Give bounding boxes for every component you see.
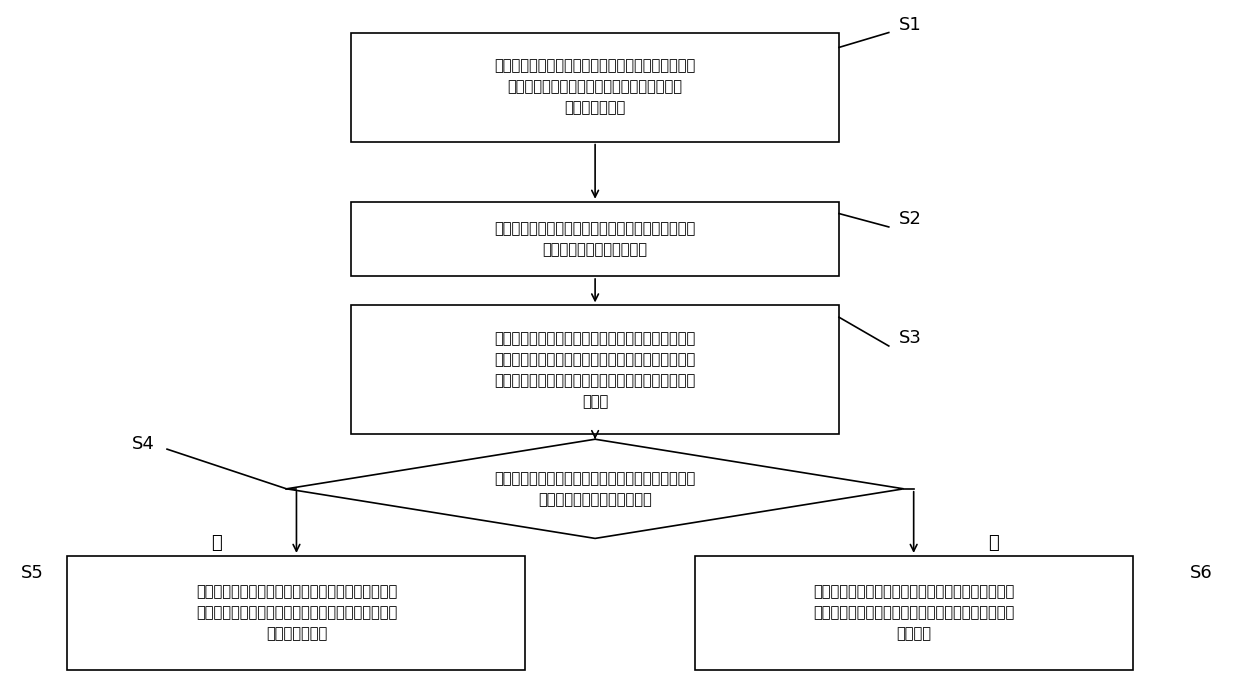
Text: S5: S5 — [21, 564, 43, 582]
Text: S1: S1 — [898, 16, 922, 34]
Text: 在站点上客结束后确定公交车的当前载客率，并判断
当前载客率是否大于设定阈值: 在站点上客结束后确定公交车的当前载客率，并判断 当前载客率是否大于设定阈值 — [494, 471, 696, 507]
Text: S3: S3 — [898, 329, 922, 347]
Text: 采用油耗最优的轨迹优化策略并结合确定的车速引导
策略建立轨迹优化模型，并求解模型得到各子区间的
优化轨迹: 采用油耗最优的轨迹优化策略并结合确定的车速引导 策略建立轨迹优化模型，并求解模型… — [813, 584, 1015, 641]
Text: 否: 否 — [987, 535, 999, 552]
Polygon shape — [286, 439, 903, 539]
Text: S6: S6 — [1189, 564, 1212, 582]
Text: S2: S2 — [898, 210, 922, 228]
Bar — [351, 32, 839, 142]
Bar — [67, 556, 525, 670]
Text: 采用考虑乘客舒适度的轨迹优化策略并结合确定的车
速引导策略建立轨迹优化模型，并求解模型得到各子
区间的优化轨迹: 采用考虑乘客舒适度的轨迹优化策略并结合确定的车 速引导策略建立轨迹优化模型，并求… — [196, 584, 396, 641]
Text: 获取待优化公交途经交叉口信息，包括交叉口位置及
交叉口交通信号灯配时信息: 获取待优化公交途经交叉口信息，包括交叉口位置及 交叉口交通信号灯配时信息 — [494, 221, 696, 257]
Bar — [695, 556, 1132, 670]
Text: S4: S4 — [133, 436, 155, 453]
Text: 获取待优化公交特征信息，包括公交运行线路、站点
信息、车辆在当前时刻的实时位置、实时速度
及运营车辆信息: 获取待优化公交特征信息，包括公交运行线路、站点 信息、车辆在当前时刻的实时位置、… — [494, 58, 696, 116]
Bar — [351, 305, 839, 434]
Text: 是: 是 — [212, 535, 222, 552]
Bar — [351, 202, 839, 276]
Text: 基于公交特征信息和交叉口信息计算车辆达到下一交
叉口的时间区间，根据车辆达到下一交叉口的时间区
间与该交叉口红灯对应的时间区间的关系确定车速引
导策略: 基于公交特征信息和交叉口信息计算车辆达到下一交 叉口的时间区间，根据车辆达到下一… — [494, 331, 696, 409]
